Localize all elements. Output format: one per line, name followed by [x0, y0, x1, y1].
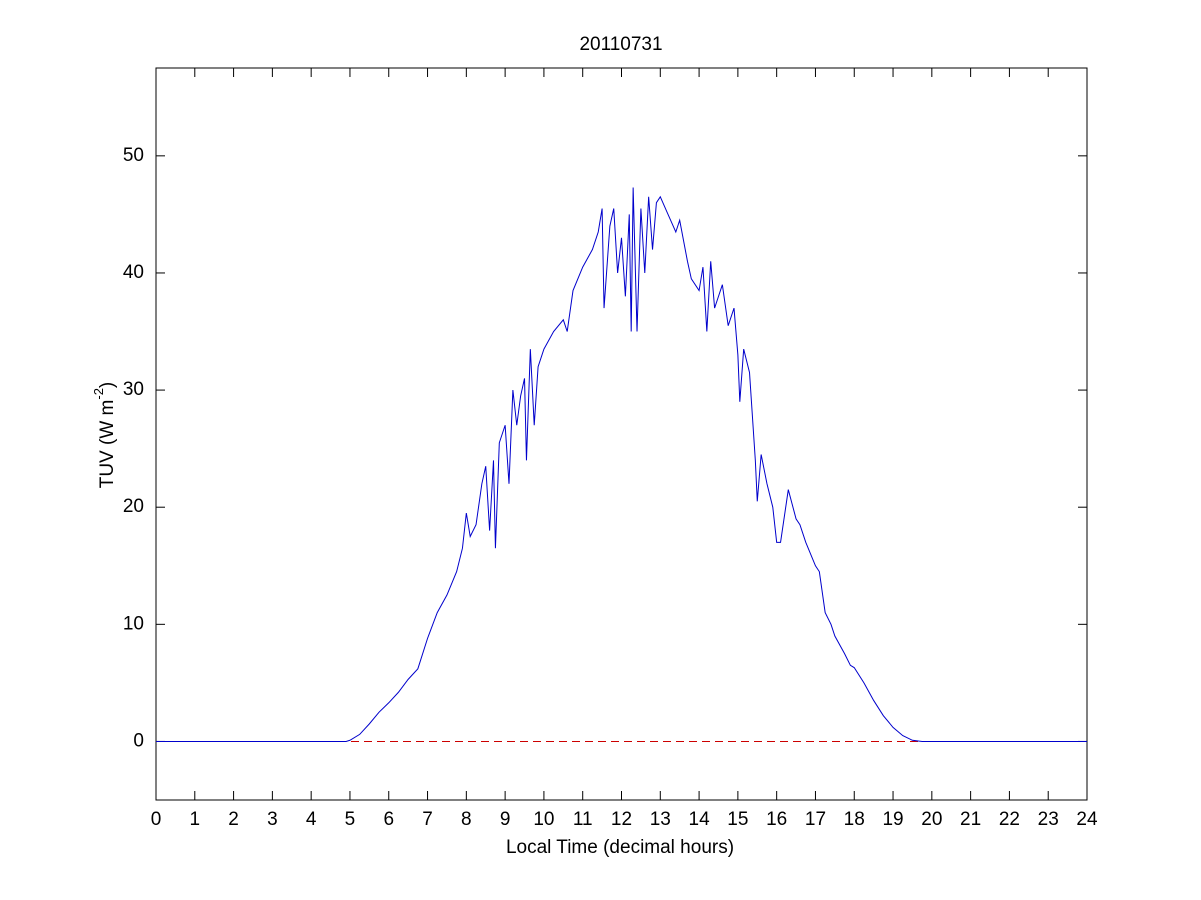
- y-tick-label: 50: [123, 145, 144, 166]
- x-tick-label: 21: [960, 809, 981, 830]
- x-tick-label: 11: [573, 809, 593, 830]
- x-axis-label: Local Time (decimal hours): [506, 837, 734, 858]
- plot-area: [155, 67, 1088, 801]
- x-tick-label: 17: [805, 809, 826, 830]
- y-tick-label: 0: [133, 730, 144, 751]
- x-tick-label: 22: [999, 809, 1020, 830]
- x-tick-label: 4: [306, 809, 317, 830]
- x-tick-label: 10: [533, 809, 554, 830]
- y-tick-label: 10: [123, 613, 144, 634]
- x-tick-label: 8: [461, 809, 472, 830]
- x-tick-label: 20: [921, 809, 942, 830]
- x-tick-label: 2: [228, 809, 239, 830]
- x-tick-label: 5: [345, 809, 356, 830]
- x-tick-label: 18: [844, 809, 865, 830]
- y-label-superscript: -2: [91, 388, 106, 400]
- x-tick-label: 1: [190, 809, 201, 830]
- x-tick-label: 12: [611, 809, 632, 830]
- y-tick-label: 30: [123, 379, 144, 400]
- x-tick-label: 16: [766, 809, 787, 830]
- x-tick-label: 14: [689, 809, 711, 830]
- x-tick-label: 13: [650, 809, 671, 830]
- x-tick-label: 7: [422, 809, 433, 830]
- x-tick-label: 15: [727, 809, 748, 830]
- y-tick-label: 40: [123, 262, 144, 283]
- data-line: [156, 187, 1087, 742]
- y-label-text: ): [97, 382, 118, 388]
- x-tick-label: 0: [151, 809, 162, 830]
- chart-title: 20110731: [579, 34, 662, 55]
- x-tick-label: 3: [267, 809, 278, 830]
- x-tick-label: 23: [1038, 809, 1059, 830]
- x-tick-label: 9: [500, 809, 511, 830]
- y-label-text: TUV (W m: [97, 400, 118, 489]
- y-tick-label: 20: [123, 496, 144, 517]
- y-axis-label: TUV (W m-2): [91, 382, 118, 489]
- x-tick-label: 19: [882, 809, 903, 830]
- x-tick-label: 6: [383, 809, 394, 830]
- x-tick-label: 24: [1076, 809, 1098, 830]
